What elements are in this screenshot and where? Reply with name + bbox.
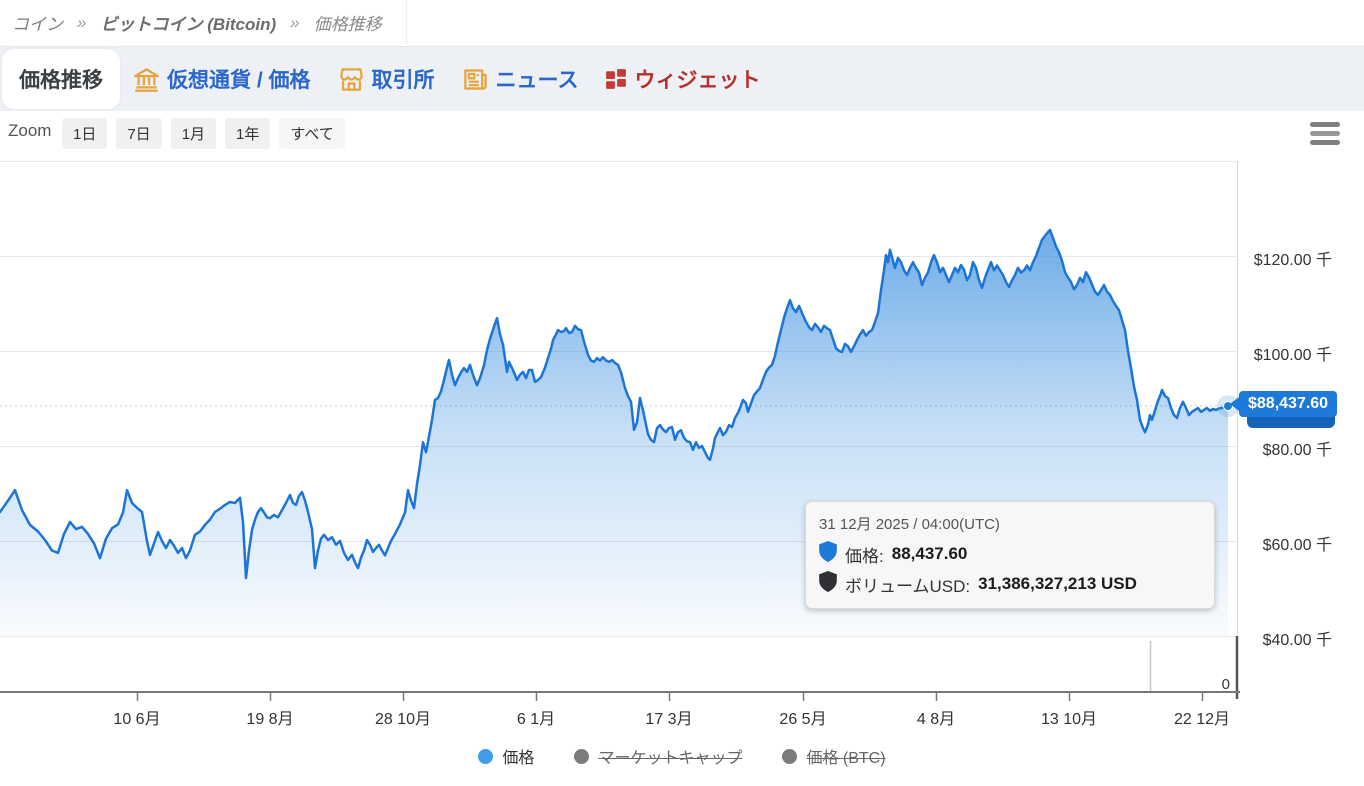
store-icon [338, 66, 365, 93]
range-1m-button[interactable]: 1月 [170, 118, 217, 149]
tab-widgets[interactable]: ウィジェット [605, 64, 760, 94]
tooltip-price-value: 88,437.60 [891, 544, 968, 563]
volume-axis-zero-label: 0 [1221, 676, 1230, 693]
y-axis-label: $120.00 千 [1253, 252, 1332, 269]
zoom-buttons: 1日 7日 1月 1年 すべて [62, 118, 345, 149]
x-axis-label: 13 10月 [1040, 711, 1098, 728]
legend-label-market-cap: マーケットキャップ [598, 750, 743, 767]
news-icon [462, 66, 489, 93]
zoom-label: Zoom [8, 121, 52, 140]
tab-widgets-label: ウィジェット [634, 69, 761, 92]
chart-legend: 価格 マーケットキャップ 価格 (BTC) [0, 744, 1364, 768]
breadcrumb-row: コイン » ビットコイン (Bitcoin) » 価格推移 [0, 0, 1364, 46]
shield-icon [819, 571, 837, 597]
breadcrumb-separator: » [290, 12, 300, 32]
legend-dot-market-cap [574, 748, 590, 764]
widget-icon [605, 68, 627, 90]
tab-price-history[interactable]: 価格推移 [2, 49, 120, 109]
range-7d-button[interactable]: 7日 [116, 118, 162, 149]
hamburger-menu-icon[interactable] [1310, 119, 1340, 147]
x-axis-label: 10 6月 [113, 711, 161, 728]
range-1y-button[interactable]: 1年 [225, 118, 271, 149]
tab-exchanges-label: 取引所 [371, 69, 435, 92]
legend-dot-price [478, 748, 494, 764]
y-axis-label: $100.00 千 [1253, 347, 1332, 364]
tooltip-volume-row: ボリュームUSD: 31,386,327,213 USD [819, 571, 1201, 597]
x-axis-label: 6 1月 [516, 711, 556, 728]
x-axis-label: 26 5月 [779, 711, 827, 728]
breadcrumb-current: 価格推移 [313, 15, 382, 34]
x-axis-label: 28 10月 [374, 711, 432, 728]
tab-links: 仮想通貨 / 価格 取引所 ニュース [133, 47, 760, 111]
legend-item-price[interactable]: 価格 [478, 744, 534, 768]
tab-bar: 価格推移 仮想通貨 / 価格 取引所 [0, 46, 1364, 111]
tab-crypto-prices-label: 仮想通貨 / 価格 [167, 69, 311, 92]
x-axis-label: 22 12月 [1173, 711, 1231, 728]
legend-item-market-cap[interactable]: マーケットキャップ [574, 744, 742, 768]
chart-tooltip: 31 12月 2025 / 04:00(UTC) 価格: 88,437.60 ボ… [805, 501, 1215, 609]
breadcrumb: コイン » ビットコイン (Bitcoin) » 価格推移 [12, 0, 407, 45]
tab-crypto-prices[interactable]: 仮想通貨 / 価格 [133, 64, 311, 94]
x-axis-label: 4 8月 [916, 711, 956, 728]
tooltip-volume-label: ボリュームUSD: [845, 576, 971, 596]
legend-label-price-btc: 価格 (BTC) [806, 750, 886, 767]
tab-exchanges[interactable]: 取引所 [338, 64, 435, 94]
range-selector: Zoom 1日 7日 1月 1年 すべて [0, 112, 1364, 154]
tooltip-price-row: 価格: 88,437.60 [819, 541, 1201, 567]
tooltip-date: 31 12月 2025 / 04:00(UTC) [819, 516, 1000, 533]
range-all-button[interactable]: すべて [279, 118, 345, 149]
y-axis-label: $80.00 千 [1262, 442, 1332, 459]
tab-news-label: ニュース [495, 69, 579, 92]
y-axis-label: $40.00 千 [1262, 632, 1332, 649]
current-price-label: $88,437.60 [1229, 391, 1338, 417]
bank-icon [133, 66, 160, 93]
shield-icon [819, 541, 837, 567]
tab-news[interactable]: ニュース [462, 64, 579, 94]
breadcrumb-separator: » [77, 12, 87, 32]
breadcrumb-coins-link[interactable]: コイン [12, 15, 63, 34]
range-1d-button[interactable]: 1日 [62, 118, 108, 149]
breadcrumb-bitcoin-link[interactable]: ビットコイン (Bitcoin) [100, 15, 277, 34]
legend-label-price: 価格 [502, 750, 535, 767]
tooltip-price-label: 価格: [845, 546, 884, 566]
legend-dot-price-btc [782, 748, 798, 764]
price-line [0, 228, 1230, 580]
tooltip-volume-value: 31,386,327,213 USD [978, 574, 1137, 593]
x-axis-label: 19 8月 [246, 711, 294, 728]
legend-item-price-btc[interactable]: 価格 (BTC) [782, 744, 886, 768]
y-axis-label: $60.00 千 [1262, 537, 1332, 554]
x-axis-ticks [136, 692, 1204, 701]
x-axis-label: 17 3月 [645, 711, 693, 728]
